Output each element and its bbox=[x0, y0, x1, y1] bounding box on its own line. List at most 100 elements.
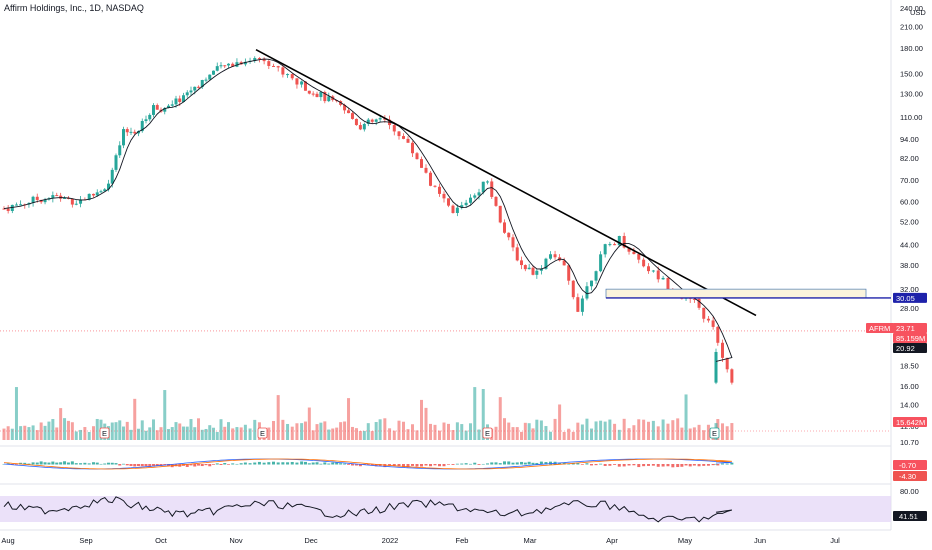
volume-bar bbox=[148, 427, 152, 440]
candle-body bbox=[730, 369, 734, 383]
y-tick-label: 28.00 bbox=[900, 304, 919, 313]
macd-bar bbox=[464, 463, 468, 465]
volume-bar bbox=[366, 423, 370, 440]
candle-body bbox=[125, 129, 129, 133]
macd-bar bbox=[23, 462, 27, 465]
candle-body bbox=[429, 172, 432, 186]
volume-bar bbox=[253, 419, 257, 440]
volume-bar bbox=[383, 418, 387, 440]
macd-bar bbox=[562, 462, 566, 465]
macd-bar bbox=[219, 464, 223, 466]
volume-bar bbox=[637, 419, 641, 440]
y-tick-label: 110.00 bbox=[900, 113, 922, 122]
candle-body bbox=[295, 78, 299, 85]
volume-bar bbox=[267, 427, 271, 440]
volume-bar bbox=[343, 421, 347, 440]
earnings-marker-label: E bbox=[485, 429, 490, 438]
macd-bar bbox=[684, 464, 688, 466]
volume-bar bbox=[39, 422, 43, 440]
candle-body bbox=[486, 181, 489, 183]
volume-bar bbox=[571, 431, 575, 440]
volume-bar bbox=[129, 429, 133, 440]
volume-bar bbox=[92, 426, 95, 440]
candle-body bbox=[647, 266, 650, 272]
x-tick-label: Jun bbox=[754, 536, 766, 545]
macd-bar bbox=[392, 464, 396, 466]
volume-bar bbox=[354, 428, 358, 440]
macd-bar bbox=[95, 462, 99, 465]
volume-bar bbox=[730, 423, 734, 440]
y-tick-label: 240.00 bbox=[900, 4, 923, 13]
volume-bar bbox=[370, 431, 374, 440]
macd-bar bbox=[383, 464, 387, 468]
macd-bar bbox=[133, 464, 137, 467]
volume-bar bbox=[87, 431, 91, 440]
volume-bar bbox=[323, 421, 327, 440]
volume-bar bbox=[511, 427, 515, 440]
macd-bar bbox=[327, 463, 331, 465]
candle-body bbox=[374, 119, 378, 122]
macd-bar bbox=[656, 464, 660, 467]
candle-body bbox=[469, 197, 472, 203]
volume-bar bbox=[473, 387, 477, 440]
y-tick-label: 52.00 bbox=[900, 217, 919, 226]
macd-bar bbox=[239, 463, 243, 465]
volume-bar bbox=[290, 426, 294, 440]
volume-bar bbox=[608, 419, 612, 440]
candle-body bbox=[79, 199, 83, 204]
volume-bar bbox=[51, 419, 55, 440]
candle-body bbox=[35, 196, 39, 200]
earnings-marker bbox=[482, 427, 493, 439]
candle-body bbox=[613, 244, 617, 246]
price-tag-label: AFRM bbox=[869, 324, 890, 333]
volume-bar bbox=[114, 422, 118, 440]
volume-bar bbox=[549, 431, 552, 440]
macd-bar bbox=[558, 462, 562, 465]
candle-body bbox=[163, 108, 167, 112]
macd-bar bbox=[374, 464, 378, 467]
macd-bar bbox=[397, 464, 401, 467]
candle-body bbox=[622, 236, 626, 248]
macd-tag-label: -0.70 bbox=[899, 461, 916, 470]
candle-body bbox=[520, 260, 523, 266]
candle-body bbox=[63, 197, 67, 199]
y-tick-label: 10.70 bbox=[900, 438, 919, 447]
macd-bar bbox=[347, 464, 351, 465]
macd-bar bbox=[651, 464, 655, 466]
macd-bar bbox=[204, 464, 208, 466]
volume-bar bbox=[163, 390, 167, 440]
macd-bar bbox=[343, 463, 347, 465]
macd-bar bbox=[671, 464, 675, 468]
macd-bar bbox=[350, 464, 354, 466]
candle-body bbox=[585, 286, 589, 299]
macd-bar bbox=[627, 464, 631, 466]
volume-bar bbox=[632, 425, 636, 440]
candle-body bbox=[319, 91, 323, 98]
macd-bar bbox=[688, 464, 692, 467]
volume-bar bbox=[374, 422, 378, 440]
macd-bar bbox=[152, 464, 155, 467]
macd-bar bbox=[212, 464, 215, 465]
candle-body bbox=[503, 222, 506, 233]
candle-body bbox=[167, 105, 170, 109]
candle-body bbox=[300, 81, 304, 85]
candle-body bbox=[651, 270, 655, 272]
volume-bar bbox=[415, 430, 419, 440]
macd-bar bbox=[730, 462, 734, 465]
volume-bar bbox=[315, 424, 319, 440]
volume-bar bbox=[276, 395, 280, 440]
volume-bar bbox=[406, 429, 410, 440]
macd-bar bbox=[185, 464, 189, 467]
currency-label: USD bbox=[910, 8, 926, 17]
volume-bar bbox=[494, 426, 498, 440]
x-tick-label: 2022 bbox=[382, 536, 399, 545]
macd-bar bbox=[507, 461, 511, 465]
macd-bar bbox=[438, 464, 441, 467]
macd-bar bbox=[716, 464, 720, 466]
candle-body bbox=[107, 183, 110, 190]
macd-bar bbox=[122, 463, 125, 465]
volume-bar bbox=[327, 429, 331, 440]
macd-bar bbox=[503, 461, 506, 465]
y-tick-label: 150.00 bbox=[900, 70, 923, 79]
